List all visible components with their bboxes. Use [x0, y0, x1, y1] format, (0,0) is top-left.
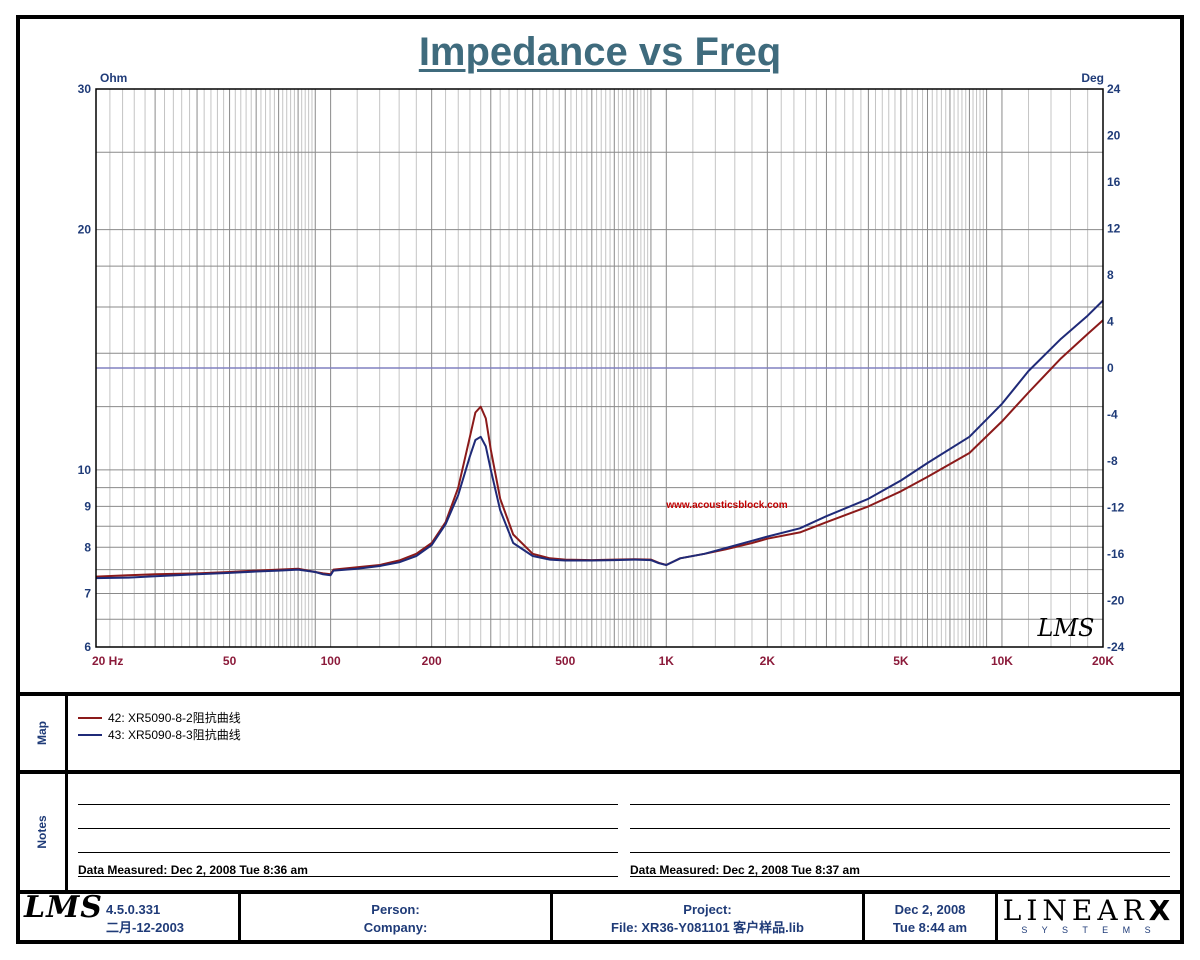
note-line	[78, 828, 618, 829]
software-build-date: 二月-12-2003	[106, 920, 185, 935]
chart-curves	[95, 299, 1104, 580]
lms-logo: LMS	[24, 890, 103, 925]
legend-item-43: 43: XR5090-8-3阻抗曲线	[78, 726, 241, 743]
y-right-tick-label: -12	[1107, 501, 1125, 515]
note-line	[78, 804, 618, 805]
brand-logo: LINEARX S Y S T E M S	[998, 897, 1180, 939]
y-left-tick-label: 30	[78, 82, 92, 96]
y-right-tick-label: -16	[1107, 547, 1125, 561]
x-tick-label: 500	[555, 654, 575, 668]
footer-logo-cell: LMS	[24, 893, 104, 939]
divider-footer-top	[16, 890, 1184, 894]
legend-swatch-42	[78, 716, 102, 719]
y-left-tick-label: 6	[84, 640, 91, 654]
note-line	[78, 876, 618, 877]
footer-person-cell: Person: Company:	[241, 897, 550, 939]
software-version: 4.5.0.331	[106, 902, 161, 917]
brand-name: LINEAR	[1002, 894, 1149, 927]
notes-measured-left: Data Measured: Dec 2, 2008 Tue 8:36 am	[78, 863, 308, 877]
footer-project-cell: Project: File: XR36-Y081101 客户样品.lib	[553, 897, 862, 939]
brand-x: X	[1148, 894, 1176, 927]
chart-title: Impedance vs Freq	[418, 30, 782, 74]
map-label: Map	[35, 721, 49, 745]
footer-divider	[238, 894, 241, 940]
note-line	[78, 852, 618, 853]
person-label: Person:	[371, 902, 420, 917]
footer-divider	[862, 894, 865, 940]
x-tick-label: 1K	[659, 654, 675, 668]
y-right-tick-label: 24	[1107, 82, 1121, 96]
impedance-chart: 20 Hz 50 100 200 500 1K 2K 5K 10K 20K302010987624…	[78, 71, 1125, 668]
y-right-tick-label: -24	[1107, 640, 1125, 654]
impedance-curve-43	[95, 299, 1104, 580]
legend-swatch-43	[78, 733, 102, 736]
y-right-tick-label: 8	[1107, 268, 1114, 282]
y-right-tick-label: 20	[1107, 129, 1121, 143]
y-left-tick-label: 20	[78, 223, 92, 237]
legend-label-43: 43: XR5090-8-3阻抗曲线	[108, 728, 241, 742]
footer-version-cell: 4.5.0.331 二月-12-2003	[106, 897, 236, 939]
footer-time: Tue 8:44 am	[892, 920, 968, 935]
y-right-tick-label: -20	[1107, 594, 1125, 608]
x-tick-label: 20 Hz	[92, 654, 123, 668]
map-label-divider	[65, 696, 68, 770]
chart-annotation: www.acousticsblock.com	[665, 500, 787, 511]
note-line	[630, 852, 1170, 853]
y-left-unit: Ohm	[100, 71, 127, 85]
y-right-tick-label: 0	[1107, 361, 1114, 375]
chart-grid	[95, 88, 1104, 647]
note-line	[630, 804, 1170, 805]
legend-label-42: 42: XR5090-8-2阻抗曲线	[108, 711, 241, 725]
y-right-tick-label: 4	[1107, 315, 1114, 329]
file-label: File: XR36-Y081101 客户样品.lib	[611, 920, 804, 935]
y-left-tick-label: 7	[84, 587, 91, 601]
x-tick-label: 100	[321, 654, 341, 668]
footer-date: Dec 2, 2008	[894, 902, 966, 917]
outer-frame	[16, 15, 1184, 944]
y-right-tick-label: 16	[1107, 175, 1121, 189]
x-tick-label: 2K	[760, 654, 776, 668]
y-left-tick-label: 10	[78, 463, 92, 477]
x-tick-label: 10K	[991, 654, 1013, 668]
footer-date-cell: Dec 2, 2008 Tue 8:44 am	[865, 897, 995, 939]
y-right-unit: Deg	[1081, 71, 1104, 85]
note-line	[630, 876, 1170, 877]
note-line	[630, 828, 1170, 829]
x-tick-label: 200	[422, 654, 442, 668]
chart-ticks: 20 Hz 50 100 200 500 1K 2K 5K 10K 20K302010987624…	[78, 82, 1125, 668]
divider-notes-top	[16, 770, 1184, 774]
y-right-tick-label: 12	[1107, 222, 1121, 236]
legend-item-42: 42: XR5090-8-2阻抗曲线	[78, 709, 241, 726]
x-tick-label: 5K	[893, 654, 909, 668]
company-label: Company:	[363, 920, 428, 935]
divider-map-top	[16, 692, 1184, 696]
project-label: Project:	[683, 902, 732, 917]
brand-subtitle: S Y S T E M S	[1021, 925, 1157, 935]
lms-watermark: LMS	[1037, 614, 1095, 642]
notes-label-divider	[65, 774, 68, 890]
y-right-tick-label: -8	[1107, 454, 1118, 468]
plot-border	[95, 88, 1104, 648]
y-left-tick-label: 9	[84, 499, 91, 513]
y-left-tick-label: 8	[84, 540, 91, 554]
x-tick-label: 20K	[1092, 654, 1114, 668]
footer-divider	[550, 894, 553, 940]
footer-divider	[995, 894, 998, 940]
y-right-tick-label: -4	[1107, 408, 1118, 422]
notes-label: Notes	[35, 815, 49, 849]
x-tick-label: 50	[223, 654, 237, 668]
notes-measured-right: Data Measured: Dec 2, 2008 Tue 8:37 am	[630, 863, 860, 877]
